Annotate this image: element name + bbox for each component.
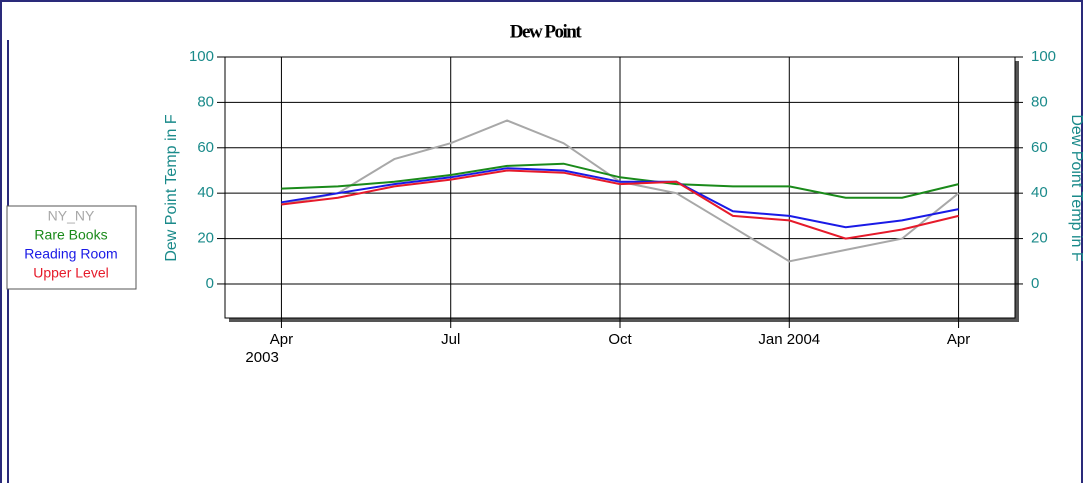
legend-entry: NY_NY	[48, 208, 95, 224]
legend-items: NY_NY Rare Books Reading Room Upper Level	[24, 208, 117, 281]
series-line	[281, 167, 959, 229]
legend-entry: Reading Room	[24, 246, 117, 262]
y2-tick-label: 40	[1031, 184, 1048, 201]
plot	[217, 56, 1023, 328]
x-tick-label: Jul	[441, 331, 460, 348]
x-tick-label: Apr	[270, 331, 293, 348]
y-tick-label: 0	[206, 275, 214, 292]
chart-title: Dew Point	[510, 21, 583, 42]
y2-tick-label: 60	[1031, 139, 1048, 156]
y-tick-label: 100	[189, 48, 214, 65]
x-year-label: 2003	[245, 349, 278, 366]
legend	[6, 205, 137, 290]
series-line	[281, 162, 959, 199]
y-tick-label: 40	[197, 184, 214, 201]
x-tick-label: Jan 2004	[758, 331, 820, 348]
y-tick-label: 20	[197, 230, 214, 247]
y2-tick-label: 20	[1031, 230, 1048, 247]
y2-tick-label: 80	[1031, 93, 1048, 110]
x-tick-label: Apr	[947, 331, 970, 348]
y-tick-label: 60	[197, 139, 214, 156]
y2-axis-label: Dew Point Temp in F	[1068, 114, 1083, 262]
series-line	[281, 169, 959, 240]
y-axis-label: Dew Point Temp in F	[163, 114, 180, 262]
y2-tick-label: 0	[1031, 275, 1039, 292]
y-tick-label: 80	[197, 93, 214, 110]
x-tick-label: Oct	[608, 331, 632, 348]
legend-entry: Upper Level	[33, 265, 109, 281]
legend-entry: Rare Books	[34, 227, 107, 243]
y2-tick-label: 100	[1031, 48, 1056, 65]
